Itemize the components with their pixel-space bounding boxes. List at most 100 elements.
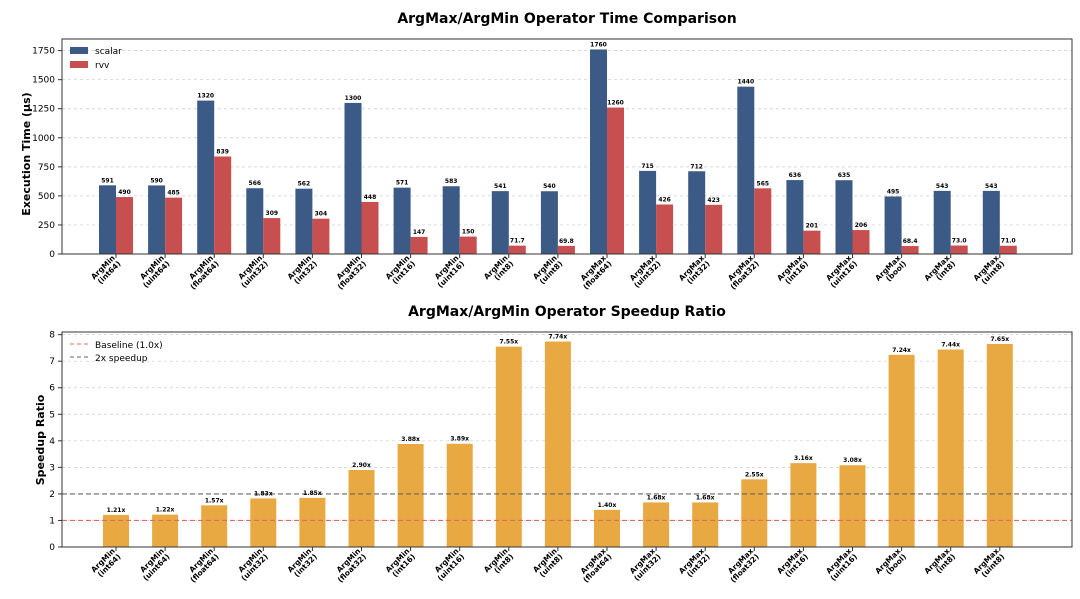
x-tick-label-argmax-float64: ArgMax(float64): [579, 253, 614, 291]
x-tick-label-argmax-uint16: ArgMax(uint16): [824, 546, 859, 582]
legend-label-rvv: rvv: [95, 61, 110, 71]
y-tick-label-500: 500: [38, 192, 55, 202]
bar-speedup-argmin-int32: [299, 497, 326, 547]
x-tick-label-argmin-int8: ArgMin(int8): [482, 547, 515, 576]
bar-scalar-argmax-bool: [884, 196, 902, 254]
bar-label-rvv-argmin-int64: 490: [118, 189, 131, 196]
bar-label-rvv-argmin-float32: 448: [364, 194, 377, 201]
bar-speedup-argmin-uint8: [544, 341, 571, 547]
x-tick-label-argmax-int32: ArgMax(int32): [677, 546, 712, 578]
bar-value-labels: 1.21x 1.22x 1.57x 1.83x 1.85x 2.90x 3.88x 3.89x…: [107, 334, 1010, 514]
x-tick-label-argmin-uint32: ArgMin(uint32): [236, 254, 269, 290]
legend-swatch-rvv: [70, 61, 88, 68]
bar-label-scalar-argmin-int16: 571: [396, 180, 409, 187]
bar-scalar-argmax-uint16: [835, 180, 853, 254]
x-tick-label-argmin-int64: ArgMin(int64): [89, 547, 122, 579]
bar-label-scalar-argmin-int32: 562: [298, 181, 311, 188]
bar-rvv-argmin-uint32: [263, 218, 281, 254]
x-tick-label-argmax-bool: ArgMax(bool): [873, 253, 908, 283]
bar-speedup-argmax-uint8: [986, 343, 1013, 547]
legend: Baseline (1.0x) 2x speedup: [70, 341, 163, 364]
bar-speedup-argmax-uint16: [839, 465, 866, 547]
x-tick-label-argmax-uint16: ArgMax(uint16): [824, 253, 859, 289]
x-ticks: ArgMin(int64) ArgMin(uint64) ArgMin(float6…: [89, 253, 1006, 291]
x-tick-label-argmax-bool: ArgMax(bool): [873, 546, 908, 576]
x-tick-label-argmin-uint64: ArgMin(uint64): [138, 254, 171, 290]
bar-label-rvv-argmin-float64: 839: [216, 148, 229, 155]
bar-label-speedup-argmax-float32: 2.55x: [745, 471, 764, 478]
bar-label-scalar-argmin-int64: 591: [101, 177, 114, 184]
bar-rvv-argmin-int16: [410, 236, 428, 254]
bar-label-scalar-argmin-uint64: 590: [150, 177, 163, 184]
bar-scalar-argmax-uint32: [639, 170, 657, 254]
x-tick-label-argmax-int16: ArgMax(int16): [775, 253, 810, 285]
bar-label-scalar-argmax-uint32: 715: [641, 163, 654, 170]
bar-rvv-argmin-float32: [361, 201, 379, 254]
bar-label-speedup-argmax-bool: 7.24x: [892, 347, 911, 354]
bar-scalar-argmin-float32: [344, 102, 362, 255]
bar-label-scalar-argmax-int8: 543: [936, 183, 949, 190]
bar-label-rvv-argmax-int32: 423: [707, 197, 720, 204]
bar-scalar-argmin-int16: [393, 187, 411, 254]
y-axis-label: Execution Time (μs): [20, 92, 33, 215]
legend-label-scalar: scalar: [95, 47, 122, 57]
bar-rvv-argmax-int32: [705, 204, 723, 254]
y-tick-label-4: 4: [49, 437, 55, 447]
bar-label-scalar-argmax-uint16: 635: [838, 172, 851, 179]
x-tick-label-argmin-uint16: ArgMin(uint16): [433, 254, 466, 290]
legend-label-2x: 2x speedup: [95, 354, 148, 364]
chart-title: ArgMax/ArgMin Operator Speedup Ratio: [408, 304, 726, 320]
bar-value-labels: 591 490 590 485 1320 839 566 309 562 304 1300 448 57…: [101, 41, 1015, 245]
bar-label-speedup-argmin-uint8: 7.74x: [549, 334, 568, 341]
bar-label-rvv-argmax-uint16: 206: [855, 222, 868, 229]
x-tick-label-argmin-uint64: ArgMin(uint64): [138, 547, 171, 583]
x-tick-label-argmin-float64: ArgMin(float64): [187, 547, 220, 585]
bar-label-speedup-argmax-uint16: 3.08x: [843, 457, 862, 464]
y-tick-label-3: 3: [49, 463, 55, 473]
bar-label-rvv-argmin-int16: 147: [413, 229, 426, 236]
bar-label-scalar-argmax-float64: 1760: [590, 41, 607, 48]
bar-label-scalar-argmax-float32: 1440: [737, 79, 754, 86]
bar-speedup-argmin-uint64: [152, 514, 179, 547]
x-tick-label-argmax-int32: ArgMax(int32): [677, 253, 712, 285]
y-ticks: 0 1 2 3 4 5 6 7 8: [49, 331, 62, 553]
bar-label-rvv-argmax-float64: 1260: [607, 100, 624, 107]
bar-label-scalar-argmin-uint8: 540: [543, 183, 556, 190]
bar-label-speedup-argmin-int8: 7.55x: [499, 339, 518, 346]
bar-label-speedup-argmax-int16: 3.16x: [794, 455, 813, 462]
bar-label-speedup-argmin-int64: 1.21x: [107, 507, 126, 514]
y-tick-label-0: 0: [49, 543, 55, 553]
y-tick-label-6: 6: [49, 384, 55, 394]
x-ticks: ArgMin(int64) ArgMin(uint64) ArgMin(float6…: [89, 546, 1006, 584]
bar-speedup-argmax-float32: [741, 479, 768, 547]
bar-scalar-argmin-uint32: [246, 188, 264, 254]
y-tick-label-1: 1: [49, 516, 55, 526]
x-tick-label-argmax-int8: ArgMax(int8): [922, 253, 957, 282]
bar-label-speedup-argmin-float32: 2.90x: [352, 462, 371, 469]
bar-label-scalar-argmin-uint16: 583: [445, 178, 458, 185]
y-axis-label: Speedup Ratio: [34, 394, 47, 485]
bar-scalar-argmax-int32: [688, 171, 706, 254]
bar-rvv-argmax-int8: [950, 245, 968, 254]
bar-scalar-argmax-uint8: [982, 190, 1000, 254]
bar-label-rvv-argmin-int32: 304: [315, 211, 328, 218]
bar-speedup-argmin-uint16: [446, 443, 473, 547]
legend-label-baseline: Baseline (1.0x): [95, 341, 163, 351]
legend-swatch-scalar: [70, 47, 88, 54]
bar-scalar-argmax-int16: [786, 180, 804, 254]
bar-speedup-argmin-int64: [103, 514, 129, 547]
bar-speedup-argmin-uint32: [250, 498, 277, 547]
bar-scalar-argmin-int64: [99, 185, 116, 254]
x-tick-label-argmin-int8: ArgMin(int8): [482, 254, 515, 283]
x-tick-label-argmax-float32: ArgMax(float32): [726, 253, 761, 291]
bar-label-speedup-argmin-float64: 1.57x: [205, 497, 224, 504]
y-tick-label-0: 0: [49, 250, 55, 260]
bar-scalar-argmin-uint8: [540, 191, 558, 254]
speedup-ratio-chart: ArgMax/ArgMin Operator Speedup Ratio Spe…: [34, 304, 1073, 584]
bar-label-speedup-argmax-int32: 1.68x: [696, 494, 715, 501]
bar-speedup-argmax-bool: [888, 354, 915, 547]
bar-speedup-argmin-float32: [348, 470, 375, 547]
x-tick-label-argmax-float32: ArgMax(float32): [726, 546, 761, 584]
bar-rvv-argmin-uint16: [459, 236, 477, 254]
bar-label-speedup-argmax-float64: 1.40x: [598, 502, 617, 509]
